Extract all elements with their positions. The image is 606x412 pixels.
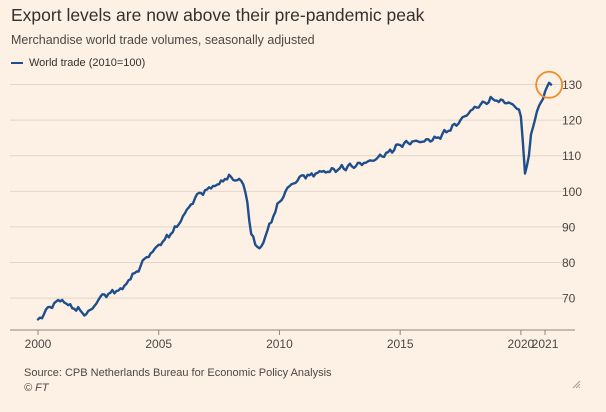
series-line-world-trade	[36, 81, 553, 321]
chart-title: Export levels are now above their pre-pa…	[11, 5, 425, 25]
x-tick-label-2000: 2000	[25, 337, 52, 351]
y-tick-label-90: 90	[562, 220, 576, 234]
y-tick-labels: 70 80 90 100 110 120 130	[562, 78, 582, 306]
source-note: Source: CPB Netherlands Bureau for Econo…	[24, 367, 332, 379]
credit-note: © FT	[24, 382, 49, 394]
y-tick-label-110: 110	[562, 149, 581, 163]
resize-handle-icon[interactable]	[572, 380, 581, 389]
latest-peak-highlight-circle	[535, 70, 564, 99]
legend-label: World trade (2010=100)	[29, 57, 146, 69]
series-layer	[36, 81, 553, 321]
grid-layer	[10, 84, 575, 299]
highlight-layer	[535, 70, 564, 99]
y-tick-label-130: 130	[562, 78, 582, 92]
x-tick-label-2021: 2021	[532, 337, 559, 351]
x-tick-label-2005: 2005	[145, 337, 172, 351]
y-tick-label-70: 70	[562, 292, 576, 306]
x-tick-label-2015: 2015	[387, 337, 414, 351]
legend-swatch	[11, 61, 23, 65]
y-tick-label-100: 100	[562, 185, 582, 199]
x-tick-label-2010: 2010	[266, 337, 293, 351]
x-tick-label-2020: 2020	[508, 337, 535, 351]
legend: World trade (2010=100)	[11, 57, 145, 69]
y-tick-label-120: 120	[562, 114, 582, 128]
chart-subtitle: Merchandise world trade volumes, seasona…	[11, 33, 315, 47]
y-tick-label-80: 80	[562, 256, 576, 270]
axis-layer	[10, 329, 575, 335]
